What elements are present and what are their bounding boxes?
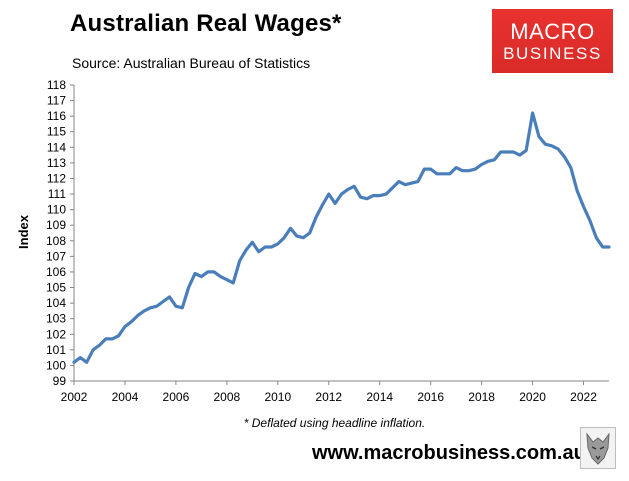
y-tick-label: 99	[53, 374, 67, 388]
y-axis-label: Index	[16, 214, 31, 249]
x-tick-label: 2014	[366, 390, 393, 404]
y-tick-label: 111	[48, 187, 67, 201]
y-tick-label: 112	[47, 171, 66, 185]
logo-line-2: BUSINESS	[503, 44, 602, 63]
x-axis-ticks: 2002 2004 2006 2008 2010 2012 2014 2016 2018 2020…	[61, 381, 597, 404]
y-tick-label: 113	[47, 156, 66, 170]
y-tick-label: 100	[46, 358, 66, 372]
y-tick-label: 115	[47, 125, 66, 139]
footnote: * Deflated using headline inflation.	[243, 416, 426, 430]
y-tick-label: 117	[47, 94, 66, 108]
y-tick-label: 107	[46, 249, 66, 263]
chart-source: Source: Australian Bureau of Statistics	[72, 55, 311, 71]
y-tick-label: 104	[46, 296, 66, 310]
site-url[interactable]: www.macrobusiness.com.au	[312, 442, 586, 464]
x-tick-label: 2010	[264, 390, 291, 404]
x-tick-label: 2012	[315, 390, 342, 404]
macrobusiness-logo: MACRO BUSINESS	[492, 9, 613, 73]
y-tick-label: 114	[47, 140, 66, 154]
x-tick-label: 2004	[112, 390, 139, 404]
y-tick-label: 103	[46, 312, 66, 326]
x-tick-label: 2018	[468, 390, 495, 404]
y-tick-label: 108	[46, 234, 66, 248]
chart-axes	[73, 85, 609, 382]
x-tick-label: 2006	[163, 390, 190, 404]
wolf-icon	[580, 427, 616, 469]
y-tick-label: 118	[47, 78, 66, 92]
y-tick-label: 101	[46, 343, 66, 357]
x-tick-label: 2002	[61, 390, 88, 404]
y-tick-label: 102	[46, 327, 66, 341]
x-tick-label: 2016	[417, 390, 444, 404]
x-tick-label: 2022	[570, 390, 597, 404]
logo-line-1: MACRO	[510, 19, 595, 44]
x-tick-label: 2020	[519, 390, 546, 404]
y-tick-label: 109	[46, 218, 66, 232]
y-tick-label: 105	[46, 281, 66, 295]
y-tick-label: 106	[46, 265, 66, 279]
real-wages-line	[72, 111, 611, 364]
y-tick-label: 110	[47, 203, 66, 217]
y-tick-label: 116	[47, 109, 66, 123]
chart-title: Australian Real Wages*	[70, 10, 342, 37]
x-tick-label: 2008	[214, 390, 241, 404]
series-group	[72, 111, 611, 364]
